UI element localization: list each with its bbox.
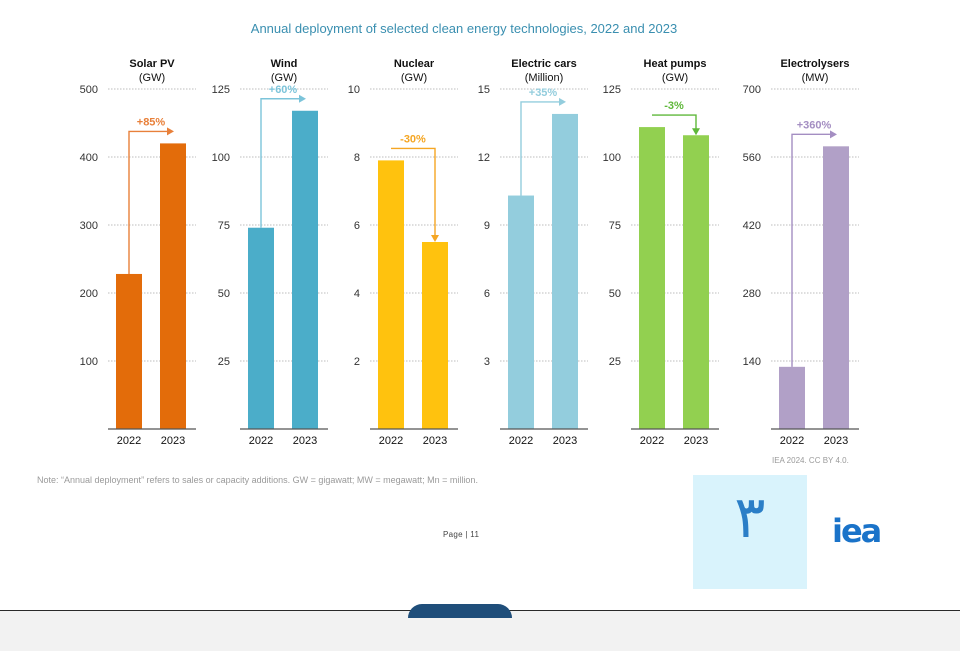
change-arrow-head [830,130,837,139]
change-arrow-line [391,147,436,236]
x-tick-label: 2022 [780,435,804,447]
y-tick-label: 125 [603,84,621,96]
y-tick-label: 125 [212,84,230,96]
y-tick-label: 280 [743,288,761,300]
panel-unit: (Million) [525,72,564,84]
panel-title: Heat pumps [644,58,707,70]
x-tick-label: 2023 [293,435,317,447]
arabic-digit-three: ٣ [734,483,766,551]
change-label: -3% [664,100,684,112]
change-arrow-head [167,127,174,136]
bar-2022 [248,227,274,429]
y-tick-label: 4 [354,288,360,300]
x-tick-label: 2022 [509,435,533,447]
panel-title: Solar PV [129,58,175,70]
bar-2022 [378,160,404,429]
change-arrow-line [520,101,560,196]
y-tick-label: 9 [484,220,490,232]
iea-logo: iea [832,512,882,550]
bar-2023 [552,113,578,429]
page-number-label: Page | 11 [443,530,480,539]
x-tick-label: 2023 [824,435,848,447]
panel-unit: (GW) [401,72,427,84]
x-tick-label: 2022 [640,435,664,447]
y-tick-label: 500 [80,84,98,96]
y-tick-label: 100 [212,152,230,164]
y-tick-label: 700 [743,84,761,96]
bar-2022 [508,195,534,429]
chart-note: Note: “Annual deployment” refers to sale… [37,475,478,485]
panel-title: Electrolysers [780,58,849,70]
change-label: +60% [269,84,298,96]
y-tick-label: 100 [80,356,98,368]
bar-2022 [639,127,665,429]
y-tick-label: 75 [609,220,621,232]
y-tick-label: 75 [218,220,230,232]
source-credit: IEA 2024. CC BY 4.0. [772,456,849,465]
y-tick-label: 25 [609,356,621,368]
x-tick-label: 2023 [684,435,708,447]
panel-unit: (GW) [139,72,165,84]
y-tick-label: 50 [218,288,230,300]
y-tick-label: 25 [218,356,230,368]
bar-2022 [116,273,142,429]
change-arrow-line [128,130,168,274]
y-tick-label: 560 [743,152,761,164]
y-tick-label: 50 [609,288,621,300]
y-tick-label: 15 [478,84,490,96]
change-arrow-line [791,133,831,367]
bar-charts-panel: Solar PV (GW) 100 200 300 400 500 2022 2023 +85% W… [80,58,859,447]
x-tick-label: 2022 [379,435,403,447]
bar-2023 [422,242,448,429]
y-tick-label: 6 [484,288,490,300]
bar-2023 [683,135,709,430]
x-tick-label: 2023 [423,435,447,447]
panel-unit: (GW) [271,72,297,84]
panel-unit: (GW) [662,72,688,84]
change-arrow-head [431,235,439,242]
change-arrow-head [692,128,700,136]
y-tick-label: 140 [743,356,761,368]
change-arrow-line [652,114,697,130]
panel-unit: (MW) [802,72,829,84]
change-arrow-head [559,97,566,106]
y-tick-label: 8 [354,152,360,164]
x-tick-label: 2023 [161,435,185,447]
change-label: +360% [797,119,832,131]
panel-title: Nuclear [394,58,435,70]
y-tick-label: 10 [348,84,360,96]
y-tick-label: 12 [478,152,490,164]
y-tick-label: 200 [80,288,98,300]
bar-2023 [823,146,849,430]
x-tick-label: 2022 [117,435,141,447]
panel-title: Electric cars [511,58,576,70]
overlay-digit-box: ٣ [693,475,807,589]
bar-2022 [779,366,805,429]
y-tick-label: 300 [80,220,98,232]
panel-title: Wind [271,58,298,70]
change-arrow-head [299,94,306,103]
bar-2023 [292,110,318,429]
y-tick-label: 6 [354,220,360,232]
viewer-scroll-handle[interactable] [408,604,512,618]
x-tick-label: 2022 [249,435,273,447]
x-tick-label: 2023 [553,435,577,447]
y-tick-label: 2 [354,356,360,368]
y-tick-label: 100 [603,152,621,164]
change-arrow-line [260,98,300,228]
change-label: +35% [529,87,558,99]
change-label: -30% [400,133,426,145]
change-label: +85% [137,116,166,128]
chart-main-title: Annual deployment of selected clean ener… [250,21,678,36]
y-tick-label: 420 [743,220,761,232]
y-tick-label: 3 [484,356,490,368]
y-tick-label: 400 [80,152,98,164]
bar-2023 [160,143,186,429]
